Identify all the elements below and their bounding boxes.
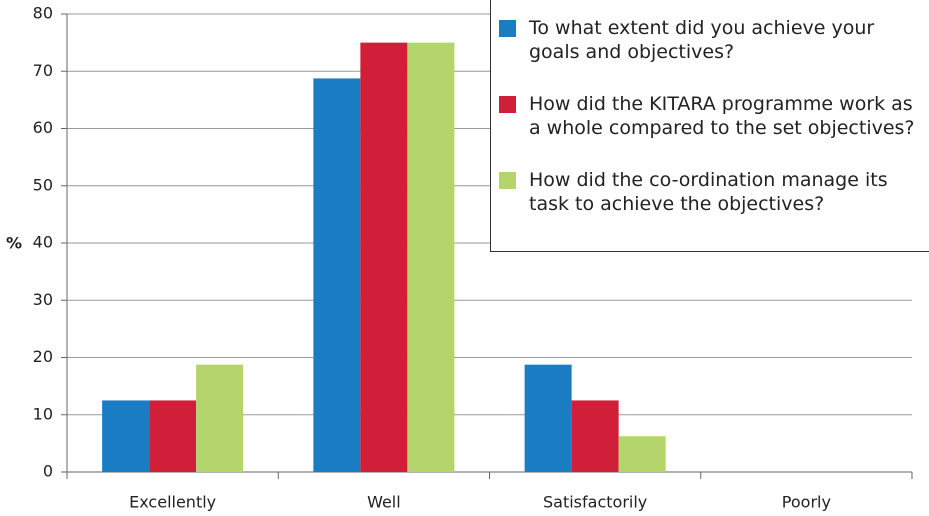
y-tick-label: 30 [33,290,53,309]
legend-entry: How did the KITARA programme work as a w… [499,92,929,140]
y-tick-label: 60 [33,118,53,137]
bar [102,400,150,472]
bar [149,400,197,472]
bar [360,42,408,472]
y-tick-label: 50 [33,175,53,194]
legend-entry: How did the co-ordination manage its tas… [499,168,929,216]
x-tick-label: Well [367,493,401,512]
legend: To what extent did you achieve your goal… [490,0,929,252]
legend-label: How did the KITARA programme work as a w… [529,93,915,139]
bar [313,78,361,472]
legend-label: To what extent did you achieve your goal… [529,17,875,63]
y-tick-label: 70 [33,61,53,80]
y-tick-label: 40 [33,233,53,252]
legend-swatch [499,172,516,189]
y-tick-label: 80 [33,4,53,23]
x-tick-label: Poorly [782,493,831,512]
y-tick-label: 10 [33,404,53,423]
y-tick-label: 0 [43,462,53,481]
x-tick-label: Satisfactorily [543,493,647,512]
bar [571,400,619,472]
legend-entry: To what extent did you achieve your goal… [499,16,929,64]
legend-swatch [499,20,516,37]
legend-swatch [499,96,516,113]
bar [407,42,455,472]
bar [196,364,244,472]
bar [618,436,666,472]
bar [524,364,572,472]
y-axis-label: % [6,234,22,253]
y-tick-label: 20 [33,347,53,366]
x-tick-label: Excellently [129,493,216,512]
legend-label: How did the co-ordination manage its tas… [529,169,888,215]
